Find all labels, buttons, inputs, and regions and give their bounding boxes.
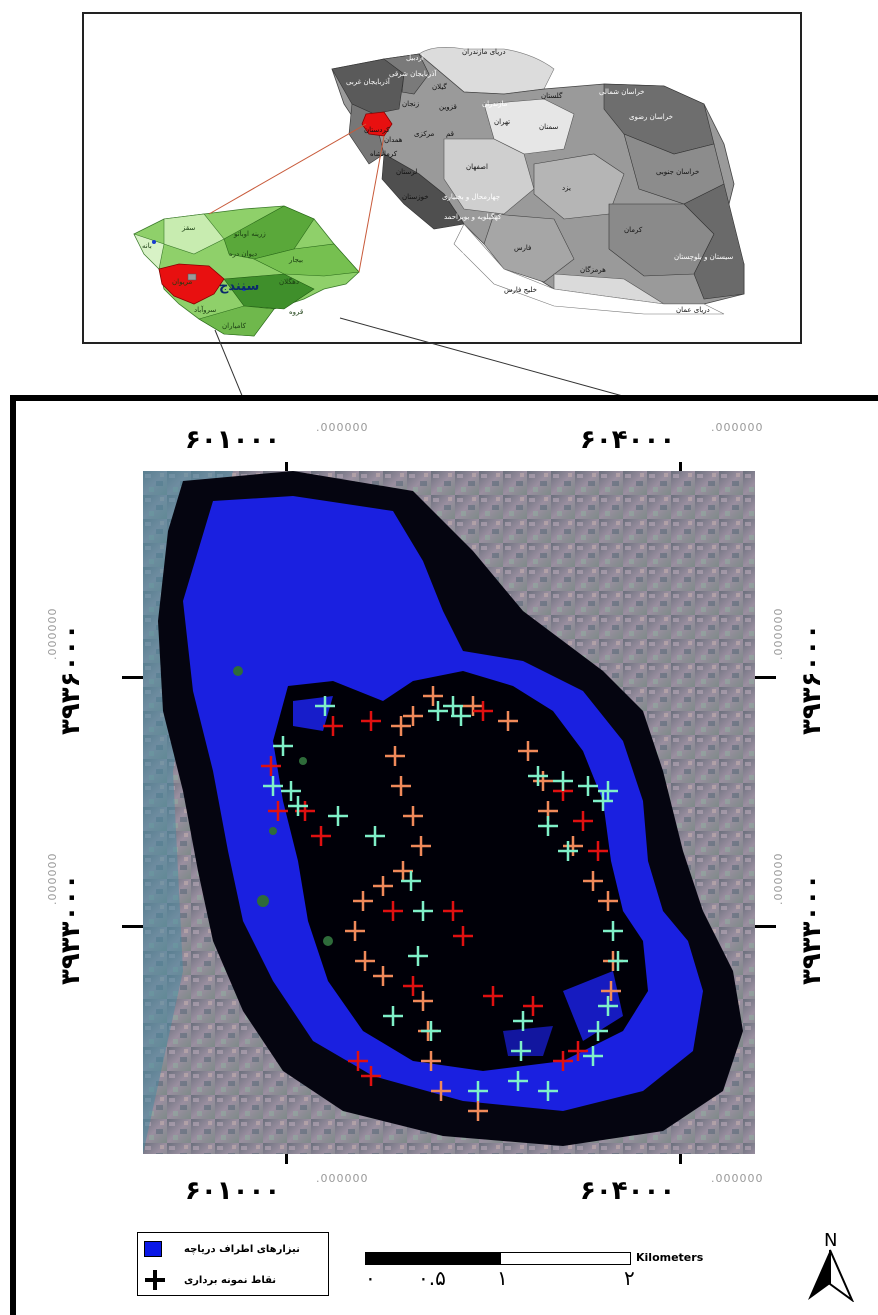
coord-top-1-suffix: .000000 <box>316 421 369 434</box>
label-mazandaran: مازندران <box>482 100 508 108</box>
inset-location-map: آذربایجان غربی آذربایجان شرقی اردبیل گیل… <box>82 12 802 344</box>
scale-label-05: ۰.۵ <box>418 1266 446 1290</box>
coord-right-1: ۳۹۳۶۰۰۰ <box>797 623 827 735</box>
coord-top-1: ۶۰۱۰۰۰ <box>185 425 281 455</box>
label-bijar: بیجار <box>288 256 303 264</box>
coord-top-2-suffix: .000000 <box>711 421 764 434</box>
satellite-raster <box>143 471 755 1154</box>
label-hamedan: همدان <box>384 136 403 144</box>
coord-right-2: ۳۹۳۳۰۰۰ <box>797 873 827 985</box>
label-golestan: گلستان <box>541 91 563 100</box>
label-marivan: مریوان <box>172 278 193 286</box>
label-qom: قم <box>446 130 454 138</box>
legend-sample-label: نقاط نمونه برداری <box>184 1274 277 1286</box>
plus-marker-icon <box>145 1270 165 1290</box>
label-markazi: مرکزی <box>414 130 435 138</box>
scale-label-2: ۲ <box>624 1266 635 1290</box>
label-sarvabad: سروآباد <box>194 305 216 314</box>
label-qazvin: قزوین <box>439 103 457 111</box>
label-dehgolan: دهگلان <box>279 277 299 286</box>
coord-bottom-1-suffix: .000000 <box>316 1172 369 1185</box>
label-yazd: یزد <box>562 184 571 192</box>
label-razavi-khorasan: خراسان رضوی <box>629 113 673 121</box>
label-east-azerbaijan: آذربایجان شرقی <box>389 69 437 78</box>
label-kermanshah: کرمانشاه <box>370 150 398 158</box>
north-label: N <box>824 1230 837 1251</box>
label-fars: فارس <box>514 244 531 252</box>
label-lorestan: لرستان <box>396 168 417 176</box>
label-sanandaj: سنندج <box>219 279 259 294</box>
north-arrow-icon: N <box>800 1230 860 1303</box>
coord-bottom-1: ۶۰۱۰۰۰ <box>185 1176 281 1206</box>
coord-left-2: ۳۹۳۳۰۰۰ <box>56 873 86 985</box>
tick-right-1 <box>754 676 776 679</box>
reed-swatch <box>144 1241 162 1257</box>
map-legend: نیزارهای اطراف دریاچه نقاط نمونه برداری <box>137 1232 329 1296</box>
label-kohgiluyeh: کهگیلویه و بویراحمد <box>444 212 502 221</box>
tick-bottom-2 <box>679 1152 682 1164</box>
label-south-khorasan: خراسان جنوبی <box>656 168 699 176</box>
legend-reed-label: نیزارهای اطراف دریاچه <box>184 1243 300 1255</box>
tick-bottom-1 <box>285 1152 288 1164</box>
satellite-image <box>143 471 755 1154</box>
label-khuzestan: خوزستان <box>402 193 429 201</box>
tick-top-2 <box>679 462 682 474</box>
label-west-azerbaijan: آذربایجان غربی <box>346 77 391 86</box>
coord-left-2-suffix: .000000 <box>46 852 59 906</box>
label-oman-sea: دریای عمان <box>676 306 710 314</box>
label-kurdistan: کردستان <box>364 126 390 134</box>
coord-left-1: ۳۹۳۶۰۰۰ <box>56 623 86 735</box>
cyan-sample-points <box>263 696 628 1101</box>
label-bushehr: بوشهر <box>461 246 481 254</box>
label-divandarreh: دیوان دره <box>229 250 257 258</box>
label-zanjan: زنجان <box>402 100 419 108</box>
label-isfahan: اصفهان <box>466 163 488 171</box>
label-kerman: کرمان <box>624 226 643 234</box>
label-qorveh: قروه <box>289 308 303 316</box>
coord-bottom-2: ۶۰۴۰۰۰ <box>580 1176 676 1206</box>
scale-unit: Kilometers <box>636 1251 704 1264</box>
label-saqqez: سقز <box>181 224 195 232</box>
coord-right-2-suffix: .000000 <box>772 852 785 906</box>
tick-top-1 <box>285 462 288 474</box>
label-tehran: تهران <box>494 118 510 126</box>
label-ilam: ایلام <box>362 170 374 178</box>
tick-left-1 <box>122 676 144 679</box>
coord-bottom-2-suffix: .000000 <box>711 1172 764 1185</box>
label-kamyaran: کامیاران <box>222 322 247 330</box>
main-map-frame <box>10 395 878 1315</box>
coord-right-1-suffix: .000000 <box>772 607 785 661</box>
label-hormozgan: هرمزگان <box>580 265 606 274</box>
label-chaharmahal: چهارمحال و بختیاری <box>442 193 500 201</box>
label-sistan: سیستان و بلوچستان <box>674 253 733 261</box>
label-persian-gulf: خلیج فارس <box>504 286 537 294</box>
tick-right-2 <box>754 925 776 928</box>
label-north-khorasan: خراسان شمالی <box>599 88 645 96</box>
coord-left-1-suffix: .000000 <box>46 607 59 661</box>
iran-province-map: آذربایجان غربی آذربایجان شرقی اردبیل گیل… <box>133 47 745 337</box>
scale-label-0: ۰ <box>365 1266 376 1290</box>
label-zarineh: زرینه اوباتو <box>233 230 266 238</box>
label-gilan: گیلان <box>432 82 447 91</box>
label-semnan: سمنان <box>539 123 558 131</box>
label-ardabil: اردبیل <box>406 54 424 62</box>
label-baneh: بانه <box>142 242 152 250</box>
scale-label-1: ۱ <box>497 1266 508 1290</box>
scale-bar <box>365 1252 631 1265</box>
scale-segment-filled <box>366 1253 501 1264</box>
sanandaj-highlight <box>158 263 225 305</box>
coord-top-2: ۶۰۴۰۰۰ <box>580 425 676 455</box>
tick-left-2 <box>122 925 144 928</box>
red-sample-points <box>261 701 608 1086</box>
label-caspian: دریای مازندران <box>462 48 506 56</box>
